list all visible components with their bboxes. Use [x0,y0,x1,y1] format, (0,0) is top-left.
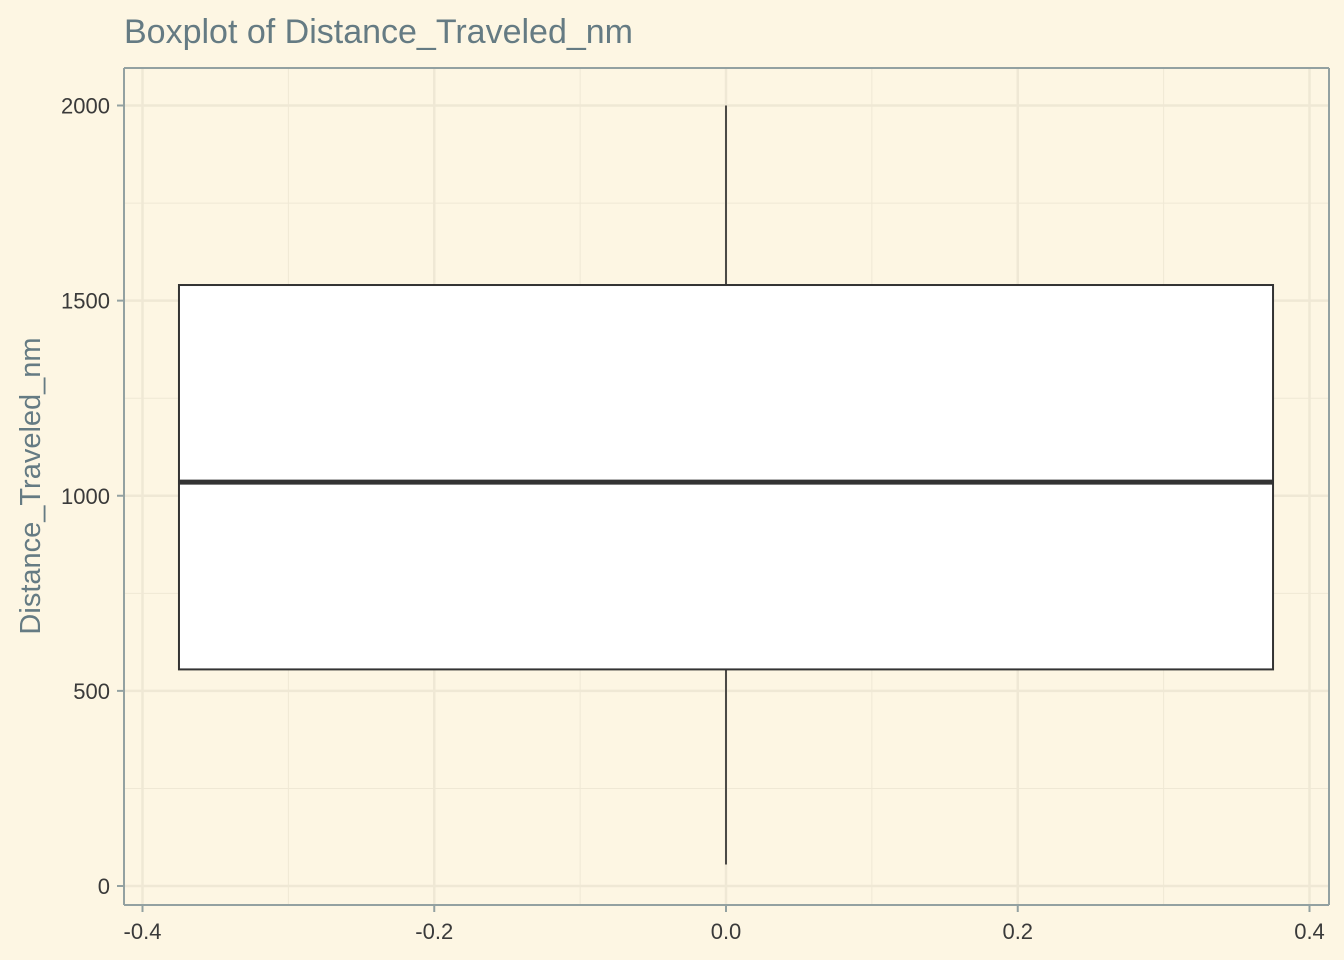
y-tick-label: 0 [98,874,110,899]
x-tick-label: 0.4 [1294,919,1325,944]
axes [117,67,1330,912]
y-tick-label: 1000 [61,484,110,509]
y-tick-label: 500 [73,679,110,704]
chart-title: Boxplot of Distance_Traveled_nm [124,13,633,51]
y-tick-label: 1500 [61,289,110,314]
x-tick-label: 0.2 [1002,919,1033,944]
x-tick-label: -0.4 [124,919,162,944]
y-axis-label: Distance_Traveled_nm [15,337,47,634]
box-group [177,105,1275,865]
tick-labels: -0.4 -0.2 0.0 0.2 0.4 0 500 1000 1500 2000 [61,94,1325,945]
y-tick-label: 2000 [61,94,110,119]
x-tick-label: -0.2 [415,919,453,944]
iqr-box [177,284,1275,671]
x-tick-label: 0.0 [711,919,742,944]
